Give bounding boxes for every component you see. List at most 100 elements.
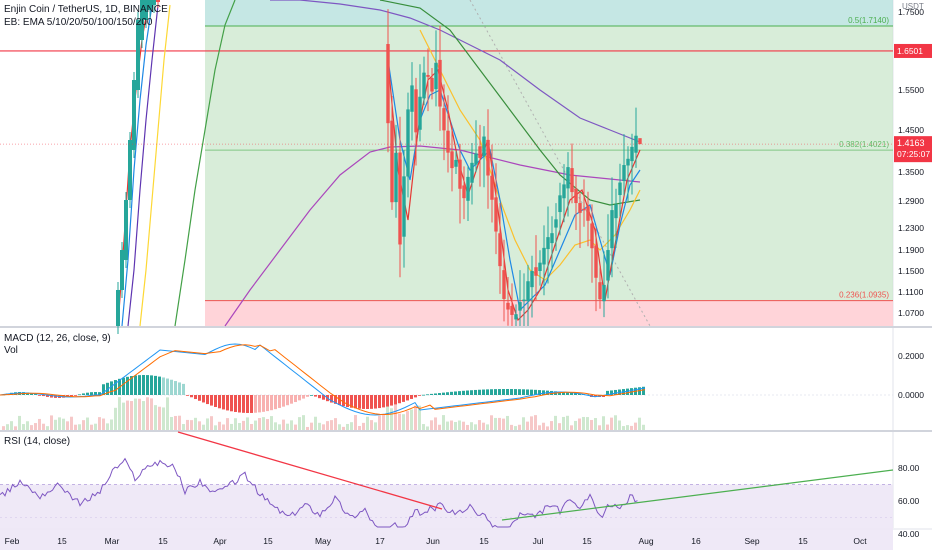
candle: [124, 200, 128, 260]
volume-bar: [246, 417, 249, 430]
volume-bar: [462, 421, 465, 430]
volume-bar: [98, 417, 101, 430]
rsi-up-trendline[interactable]: [501, 469, 894, 521]
rsi-line: [0, 457, 638, 528]
candle: [430, 77, 434, 92]
macd-histogram-bar: [190, 395, 193, 398]
last-price-tag-text: 1.4163: [897, 138, 925, 148]
candle: [526, 281, 530, 302]
macd-histogram-bar: [222, 395, 225, 410]
candle: [482, 136, 486, 157]
volume-bar: [54, 419, 57, 430]
rsi-tick-label: 60.00: [898, 496, 920, 506]
candle: [546, 237, 550, 250]
volume-bar: [154, 405, 157, 430]
macd-histogram-bar: [502, 389, 505, 395]
volume-bar: [386, 404, 389, 430]
macd-histogram-bar: [566, 392, 569, 395]
candle: [630, 146, 634, 162]
macd-histogram-bar: [154, 375, 157, 395]
volume-bar: [178, 415, 181, 430]
ema10-early-line: [121, 4, 153, 327]
macd-histogram-bar: [550, 390, 553, 395]
volume-bar: [558, 423, 561, 430]
macd-histogram-bar: [558, 391, 561, 395]
volume-bar: [14, 426, 17, 430]
volume-bar: [370, 420, 373, 430]
ema-legend: EB: EMA 5/10/20/50/100/150/200: [4, 17, 153, 28]
macd-histogram-bar: [346, 395, 349, 407]
candle: [132, 80, 136, 150]
countdown-text: 07:25:07: [897, 149, 930, 159]
volume-bar: [234, 418, 237, 430]
volume-bar: [554, 415, 557, 430]
macd-histogram-bar: [74, 395, 77, 396]
volume-bar: [166, 397, 169, 430]
macd-histogram-bar: [234, 395, 237, 412]
volume-bar: [382, 414, 385, 430]
volume-bar: [182, 424, 185, 430]
volume-bar: [286, 423, 289, 430]
volume-bar: [314, 416, 317, 430]
volume-bar: [518, 424, 521, 430]
volume-bar: [614, 415, 617, 430]
volume-bar: [146, 397, 149, 430]
macd-histogram-bar: [478, 389, 481, 395]
volume-bar: [66, 421, 69, 430]
volume-bar: [58, 417, 61, 430]
macd-histogram-bar: [482, 389, 485, 395]
macd-histogram-bar: [302, 395, 305, 399]
volume-bar: [222, 424, 225, 430]
volume-bar: [130, 401, 133, 430]
volume-bar: [18, 415, 21, 430]
rsi-tick-label: 40.00: [898, 529, 920, 539]
volume-bar: [410, 409, 413, 430]
time-tick-label: 15: [57, 536, 67, 546]
macd-histogram-bar: [238, 395, 241, 413]
candle: [438, 59, 442, 107]
macd-histogram-bar: [38, 395, 41, 396]
volume-bar: [6, 424, 9, 430]
time-tick-label: Jun: [426, 536, 440, 546]
macd-histogram-bar: [458, 391, 461, 395]
volume-bar: [366, 416, 369, 430]
macd-histogram-bar: [186, 395, 189, 396]
macd-histogram-bar: [126, 376, 129, 395]
fib-zone-teal: [205, 0, 893, 27]
volume-bar: [318, 422, 321, 430]
volume-bar: [138, 398, 141, 430]
level-price-tag[interactable]: [894, 43, 932, 58]
candle: [410, 85, 414, 112]
volume-bar: [310, 422, 313, 430]
volume-bar: [306, 426, 309, 430]
volume-bar: [122, 402, 125, 430]
last-price-tag[interactable]: [894, 136, 932, 163]
candle: [586, 206, 590, 221]
macd-line: [0, 343, 646, 416]
volume-bar: [126, 400, 129, 430]
volume-bar: [422, 424, 425, 430]
volume-bar: [46, 426, 49, 430]
macd-histogram-bar: [294, 395, 297, 403]
volume-bar: [38, 418, 41, 430]
volume-bar: [514, 426, 517, 430]
macd-histogram-bar: [70, 395, 73, 397]
rsi-down-trendline[interactable]: [177, 431, 443, 510]
candle: [502, 270, 506, 299]
volume-bar: [374, 422, 377, 430]
macd-tick-label: 0.0000: [898, 390, 924, 400]
volume-bar: [70, 416, 73, 430]
price-tick-label: 1.2300: [898, 223, 924, 233]
volume-bar: [354, 415, 357, 430]
time-tick-label: Mar: [105, 536, 120, 546]
macd-histogram-bar: [210, 395, 213, 406]
price-tick-label: 1.1100: [898, 287, 924, 297]
macd-histogram-bar: [602, 395, 605, 397]
macd-histogram-bar: [366, 395, 369, 409]
volume-bar: [346, 423, 349, 430]
macd-histogram-bar: [206, 395, 209, 405]
ema5b-line: [387, 59, 641, 322]
volume-bar: [198, 421, 201, 430]
macd-histogram-bar: [342, 395, 345, 407]
